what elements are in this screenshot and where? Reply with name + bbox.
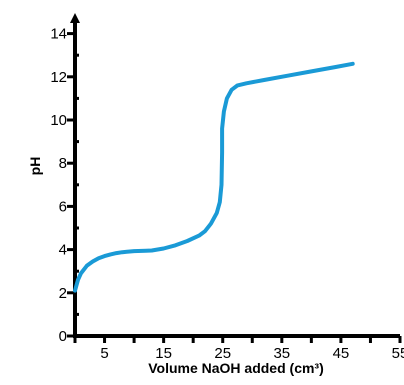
y-tick-label: 10 [50, 112, 67, 129]
y-axis-title: pH [27, 157, 43, 176]
y-tick-label: 14 [50, 26, 67, 43]
titration-curve [73, 61, 355, 293]
y-tick-label: 2 [59, 285, 67, 302]
y-tick-label: 0 [59, 328, 67, 345]
y-tick-label: 8 [59, 155, 67, 172]
x-tick-label: 5 [100, 345, 108, 362]
y-tick-label: 6 [59, 198, 67, 215]
x-tick-label: 45 [333, 345, 350, 362]
x-tick-label: 15 [155, 345, 172, 362]
x-tick-label: 35 [273, 345, 290, 362]
x-axis-title: Volume NaOH added (cm³) [148, 360, 324, 376]
y-tick-label: 12 [50, 69, 67, 86]
series-layer [73, 61, 355, 293]
y-tick-label: 4 [59, 242, 67, 259]
axes-layer [67, 13, 402, 343]
labels-layer: Volume NaOH added (cm³) pH 5 15 25 35 45 55 0 2… [27, 26, 404, 376]
x-tick-label: 25 [214, 345, 231, 362]
x-tick-label: 55 [392, 345, 404, 362]
